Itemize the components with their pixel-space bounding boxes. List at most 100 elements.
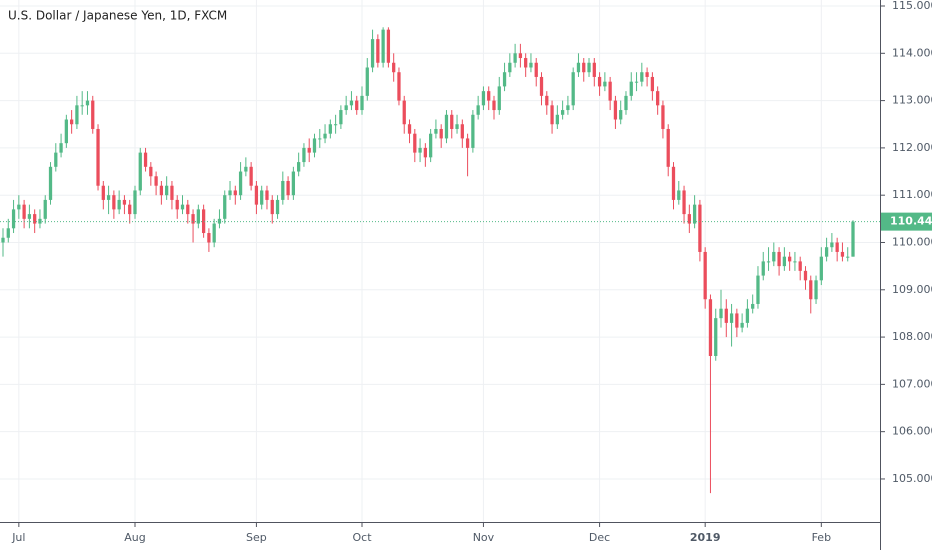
candle-body: [307, 147, 311, 153]
candle-body: [798, 261, 802, 271]
candle-body: [582, 62, 586, 73]
candle-body: [91, 100, 95, 129]
candle-body: [349, 100, 354, 106]
candle-body: [106, 195, 111, 200]
x-tick-label: Nov: [473, 531, 495, 544]
candle-body: [650, 76, 655, 92]
candle-body: [613, 100, 618, 120]
candle-body: [413, 133, 417, 153]
candle-body: [703, 251, 707, 300]
candle-body: [281, 180, 285, 200]
chart-title: U.S. Dollar / Japanese Yen, 1D, FXCM: [8, 9, 227, 23]
candle-body: [851, 221, 855, 257]
candle-body: [312, 138, 317, 153]
candle-body: [835, 242, 839, 252]
candle-body: [170, 185, 174, 200]
candle-body: [671, 166, 676, 200]
candle-body: [571, 72, 575, 106]
candle-body: [471, 114, 475, 148]
candle-body: [244, 166, 248, 172]
candle-body: [59, 143, 63, 153]
candle-body: [692, 204, 697, 224]
candle-body: [128, 204, 132, 215]
y-tick-label: 108.000: [892, 330, 932, 343]
candle-body: [376, 39, 380, 63]
y-tick-label: 109.000: [892, 283, 932, 296]
candle-body: [254, 185, 259, 205]
candle-body: [11, 209, 16, 229]
candle-body: [597, 76, 602, 87]
candle-body: [502, 72, 507, 87]
candle-body: [328, 124, 332, 134]
candle-body: [402, 100, 406, 125]
candle-body: [708, 299, 713, 356]
candle-body: [682, 190, 686, 215]
candle-body: [661, 105, 665, 129]
candle-body: [260, 190, 264, 205]
candle-body: [165, 185, 169, 196]
candle-body: [101, 185, 105, 200]
candle-body: [555, 114, 559, 125]
y-tick-label: 115.000: [892, 0, 932, 12]
candle-body: [534, 62, 538, 77]
candle-body: [64, 119, 68, 144]
candle-body: [824, 247, 829, 257]
candle-body: [782, 256, 787, 267]
candle-body: [803, 270, 808, 281]
candle-body: [122, 199, 127, 205]
candle-body: [550, 105, 554, 125]
candle-body: [207, 233, 211, 243]
candle-body: [793, 261, 797, 263]
candle-body: [6, 228, 10, 238]
y-tick-label: 110.000: [892, 235, 932, 248]
candle-body: [587, 62, 591, 73]
candle-body: [576, 62, 581, 73]
candle-body: [196, 209, 200, 224]
candle-body: [518, 53, 523, 59]
candle-body: [75, 105, 79, 125]
candle-body: [186, 204, 190, 215]
candle-body: [228, 190, 232, 196]
candle-body: [819, 256, 823, 281]
candle-body: [545, 95, 549, 106]
y-tick-label: 105.000: [892, 472, 932, 485]
candle-body: [302, 147, 306, 163]
candle-body: [608, 81, 612, 101]
x-tick-label: Sep: [246, 531, 267, 544]
candle-body: [212, 223, 216, 243]
candle-body: [233, 190, 237, 196]
candles: [1, 27, 855, 494]
candle-body: [619, 110, 623, 120]
candle-body: [724, 308, 728, 323]
candle-body: [592, 62, 596, 77]
candle-body: [497, 86, 501, 111]
candle-body: [344, 105, 348, 111]
candle-body: [149, 166, 153, 177]
x-tick-label: 2019: [690, 531, 721, 544]
candle-body: [159, 185, 164, 196]
candle-body: [85, 100, 90, 106]
y-tick-label: 111.000: [892, 188, 932, 201]
candle-body: [465, 138, 470, 148]
candle-body: [656, 91, 660, 106]
candle-body: [788, 256, 792, 262]
candle-body: [191, 214, 195, 224]
candle-body: [80, 105, 84, 107]
candle-body: [529, 62, 533, 68]
candle-body: [180, 204, 185, 210]
candle-body: [423, 147, 427, 158]
candle-body: [714, 318, 718, 356]
candle-body: [560, 110, 565, 115]
candle-body: [460, 124, 464, 139]
candle-body: [603, 81, 607, 87]
candle-body: [33, 214, 37, 224]
candle-body: [43, 199, 47, 219]
candle-body: [318, 138, 322, 140]
candle-body: [360, 95, 364, 111]
candle-body: [418, 147, 422, 153]
candle-body: [69, 119, 74, 125]
candle-body: [761, 261, 765, 276]
candle-body: [745, 308, 750, 323]
last-price-label: 110.441: [890, 215, 932, 228]
